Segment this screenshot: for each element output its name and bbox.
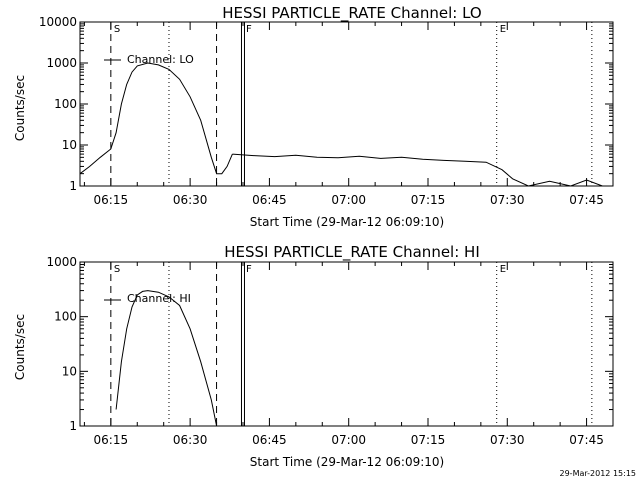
y-tick-label: 100 bbox=[54, 310, 77, 324]
series-line-lo-1 bbox=[232, 153, 603, 187]
series-line-lo-0 bbox=[79, 62, 233, 175]
chart-title-lo: HESSI PARTICLE_RATE Channel: LO bbox=[222, 4, 481, 23]
x-tick-label: 06:30 bbox=[173, 433, 208, 447]
marker-label: F bbox=[246, 24, 252, 35]
chart-title-hi: HESSI PARTICLE_RATE Channel: HI bbox=[224, 243, 480, 262]
marker-label: S bbox=[114, 264, 120, 275]
x-tick-label: 06:45 bbox=[252, 433, 287, 447]
y-tick-label: 10 bbox=[62, 138, 77, 152]
marker-label: S bbox=[114, 24, 120, 35]
plot-marks-lo: 1 10 100 1000 10000 06:15 06:30 06:45 07:00 07:15… bbox=[39, 15, 614, 207]
marker-label: E bbox=[500, 24, 506, 35]
y-tick-label: 1000 bbox=[46, 255, 77, 269]
marker-label: E bbox=[500, 264, 506, 275]
x-tick-label: 07:30 bbox=[490, 433, 525, 447]
x-tick-label: 07:15 bbox=[411, 433, 446, 447]
plot-frame-lo bbox=[79, 21, 614, 187]
x-tick-label: 07:45 bbox=[569, 193, 604, 207]
y-tick-label: 1 bbox=[69, 419, 77, 433]
plot-frame-hi bbox=[79, 261, 614, 427]
series-line-hi-0 bbox=[115, 290, 218, 427]
x-tick-label: 07:45 bbox=[569, 433, 604, 447]
y-tick-label: 100 bbox=[54, 97, 77, 111]
y-tick-label: 1000 bbox=[46, 56, 77, 70]
y-tick-label: 10000 bbox=[39, 15, 77, 29]
x-tick-label: 06:15 bbox=[94, 193, 129, 207]
footer-timestamp: 29-Mar-2012 15:15 bbox=[560, 469, 637, 478]
legend-label-lo: Channel: LO bbox=[127, 53, 194, 66]
y-tick-label: 10 bbox=[62, 364, 77, 378]
x-tick-label: 07:00 bbox=[331, 433, 366, 447]
y-axis-label-lo: Counts/sec bbox=[13, 75, 27, 141]
x-tick-label: 06:15 bbox=[94, 433, 129, 447]
y-tick-label: 1 bbox=[69, 179, 77, 193]
x-tick-label: 06:30 bbox=[173, 193, 208, 207]
x-axis-label-lo: Start Time (29-Mar-12 06:09:10) bbox=[250, 215, 444, 229]
x-tick-label: 07:15 bbox=[411, 193, 446, 207]
legend-label-hi: Channel: HI bbox=[127, 292, 191, 305]
marker-label: F bbox=[246, 264, 252, 275]
x-axis-label-hi: Start Time (29-Mar-12 06:09:10) bbox=[250, 455, 444, 469]
x-tick-label: 07:00 bbox=[331, 193, 366, 207]
x-tick-label: 07:30 bbox=[490, 193, 525, 207]
x-tick-label: 06:45 bbox=[252, 193, 287, 207]
y-axis-label-hi: Counts/sec bbox=[13, 314, 27, 380]
plot-marks-hi: 1 10 100 1000 06:15 06:30 06:45 07:00 07:15 07:30… bbox=[46, 255, 614, 447]
